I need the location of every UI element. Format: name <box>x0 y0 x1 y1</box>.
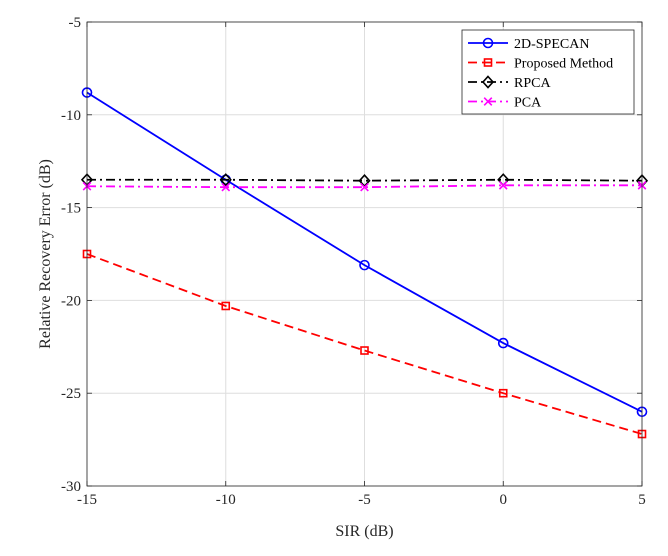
legend-label: RPCA <box>514 76 551 91</box>
x-tick-label: 5 <box>638 492 646 508</box>
x-tick-label: 0 <box>500 492 508 508</box>
legend: 2D-SPECAN Proposed Method RPCA PCA <box>461 29 635 115</box>
y-tick-label: -20 <box>61 293 81 309</box>
y-tick-label: -30 <box>61 479 81 495</box>
data-point-2d-specan <box>359 259 370 271</box>
legend-swatch-marker <box>481 75 495 89</box>
axis-ticks: -15 -10 -5 0 5 -30 -25 -20 -15 -10 -5 <box>61 15 646 508</box>
data-point-pca <box>498 180 508 190</box>
data-point-pca <box>221 182 231 192</box>
x-tick-label: -5 <box>358 492 371 508</box>
x-axis-label: SIR (dB) <box>335 523 393 540</box>
y-tick-label: -10 <box>61 108 81 124</box>
data-point-2d-specan <box>497 337 509 349</box>
data-point-proposed-method <box>360 346 369 355</box>
legend-swatch-marker <box>483 97 493 106</box>
legend-box <box>461 29 635 115</box>
legend-item-rpca: RPCA <box>468 75 551 91</box>
y-tick-label: -5 <box>69 15 82 31</box>
legend-label: PCA <box>514 96 542 111</box>
data-point-rpca <box>219 173 232 187</box>
series-line-2d-specan <box>86 91 643 413</box>
legend-item-pca: PCA <box>468 96 542 111</box>
series-line-rpca <box>87 178 643 182</box>
legend-swatch-marker <box>483 58 493 67</box>
legend-swatch-marker <box>482 37 494 49</box>
y-tick-label: -25 <box>61 386 81 402</box>
y-tick-label: -15 <box>61 201 81 217</box>
data-point-pca <box>360 182 369 192</box>
legend-label: 2D-SPECAN <box>514 37 589 52</box>
x-tick-label: -10 <box>216 492 236 508</box>
data-point-proposed-method <box>221 301 231 311</box>
series-line-pca <box>86 184 642 189</box>
legend-label: Proposed Method <box>514 57 613 72</box>
legend-item-2d-specan: 2D-SPECAN <box>468 37 589 52</box>
y-axis-label: Relative Recovery Error (dB) <box>37 159 54 349</box>
legend-item-proposed-method: Proposed Method <box>468 57 613 72</box>
series-line-proposed-method <box>86 253 643 435</box>
x-tick-label: -15 <box>77 492 97 508</box>
data-point-proposed-method <box>498 388 508 398</box>
